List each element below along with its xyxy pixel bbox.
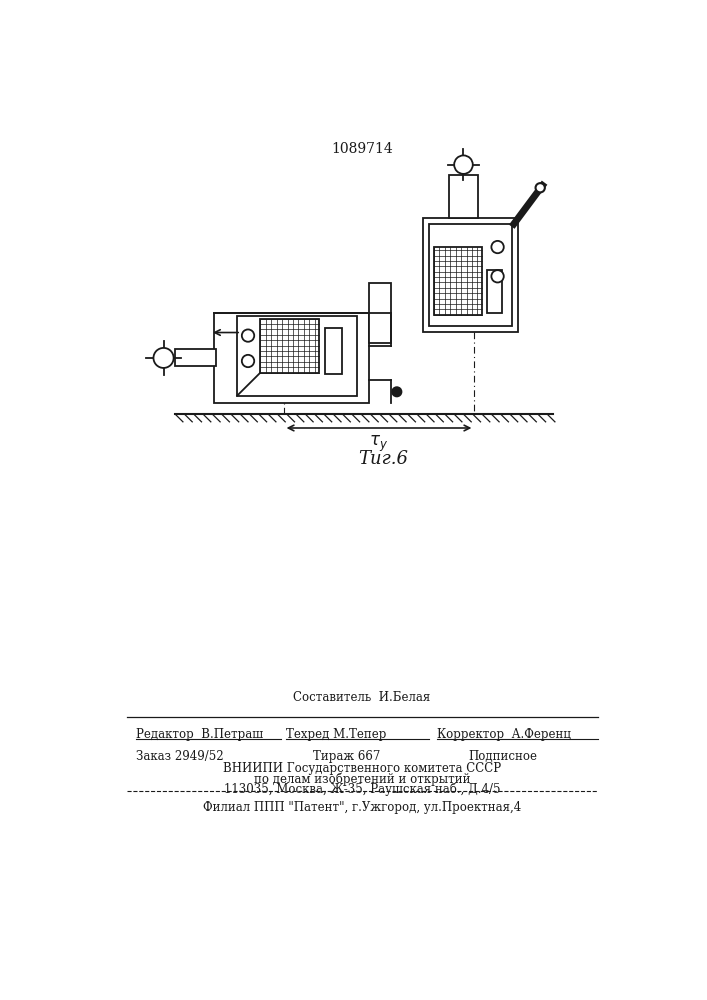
Text: Корректор  А.Ференц: Корректор А.Ференц [437, 728, 571, 741]
Bar [237, 316, 357, 396]
Circle shape [242, 355, 255, 367]
Circle shape [153, 348, 174, 368]
Text: 1089714: 1089714 [331, 142, 393, 156]
Text: Подписное: Подписное [468, 750, 537, 763]
Circle shape [242, 329, 255, 342]
Bar [449, 175, 478, 218]
Circle shape [454, 155, 473, 174]
Text: 113035, Москва, Ж-35, Раушская наб., Д.4/5: 113035, Москва, Ж-35, Раушская наб., Д.4… [223, 782, 500, 796]
Text: Редактор  В.Петраш: Редактор В.Петраш [136, 728, 264, 741]
Text: по делам изобретений и открытий: по делам изобретений и открытий [254, 772, 470, 786]
Bar [175, 349, 216, 366]
Bar [369, 283, 391, 343]
Bar [260, 319, 319, 373]
Text: Тираж 667: Тираж 667 [313, 750, 380, 763]
Bar [429, 224, 512, 326]
Bar [214, 312, 369, 403]
Text: $\tau_y$: $\tau_y$ [370, 434, 389, 454]
Circle shape [491, 270, 504, 282]
Text: Τиг.6: Τиг.6 [358, 450, 408, 468]
Text: Филиал ППП "Патент", г.Ужгород, ул.Проектная,4: Филиал ППП "Патент", г.Ужгород, ул.Проек… [203, 801, 521, 814]
Text: Заказ 2949/52: Заказ 2949/52 [136, 750, 224, 763]
Bar [423, 218, 518, 332]
Text: ВНИИПИ Государственного комитета СССР: ВНИИПИ Государственного комитета СССР [223, 762, 501, 775]
Bar [325, 328, 341, 374]
Text: Составитель  И.Белая: Составитель И.Белая [293, 691, 431, 704]
Bar [486, 270, 502, 312]
Bar [434, 247, 482, 315]
Circle shape [491, 241, 504, 253]
Circle shape [535, 183, 545, 192]
Text: Техред М.Тепер: Техред М.Тепер [286, 728, 386, 741]
Circle shape [392, 387, 402, 396]
